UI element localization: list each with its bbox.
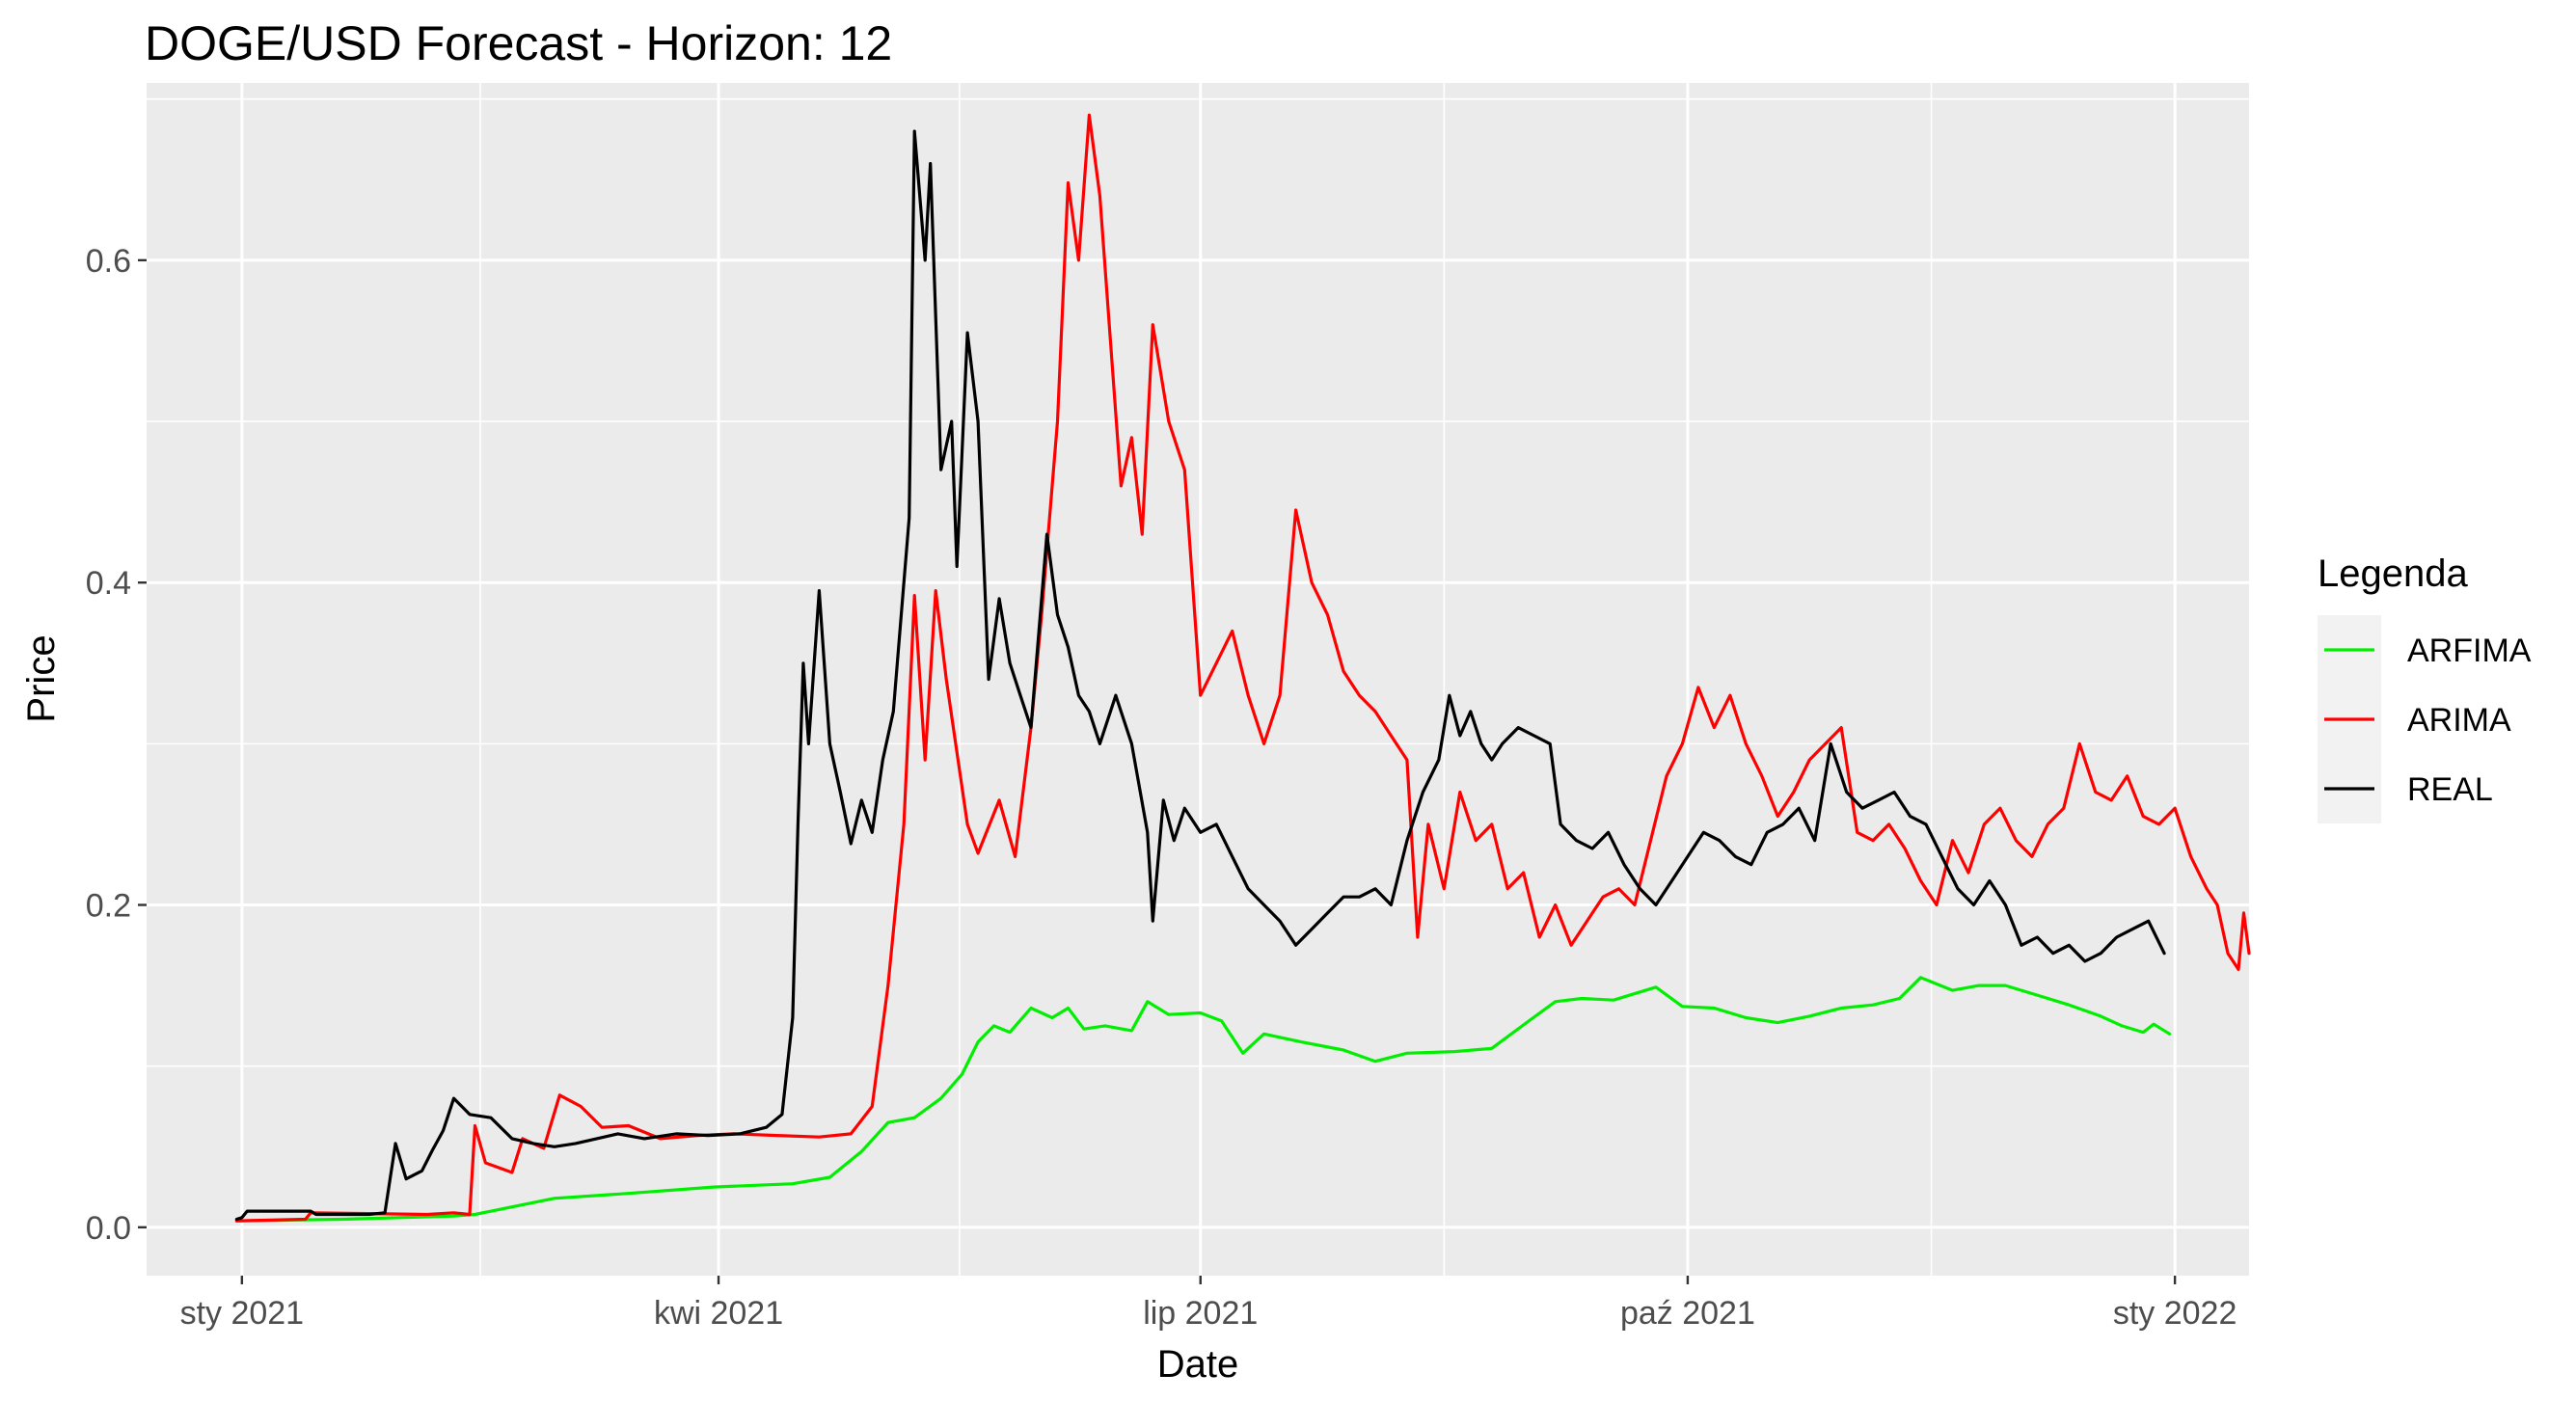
- y-axis: 0.0 0.2 0.4 0.6: [86, 243, 147, 1247]
- x-axis: sty 2021 kwi 2021 lip 2021 paź 2021 sty 2022: [180, 1276, 2237, 1332]
- chart-title: DOGE/USD Forecast - Horizon: 12: [145, 16, 892, 70]
- series-line-real: [234, 129, 2166, 1222]
- series-line-arima: [234, 113, 2251, 1223]
- y-tick-label: 0.0: [86, 1210, 131, 1247]
- legend: Legenda ARFIMA ARIMA REAL: [2318, 552, 2532, 823]
- series-lines: [234, 113, 2251, 1223]
- y-tick-label: 0.6: [86, 243, 131, 280]
- y-tick-label: 0.2: [86, 888, 131, 925]
- y-axis-title: Price: [20, 634, 63, 722]
- x-tick-label: sty 2022: [2113, 1295, 2237, 1332]
- legend-label-real: REAL: [2407, 771, 2493, 808]
- x-tick-label: kwi 2021: [654, 1295, 783, 1332]
- x-tick-label: sty 2021: [180, 1295, 305, 1332]
- x-axis-title: Date: [1157, 1343, 1239, 1386]
- series-line-arfima: [234, 976, 2172, 1223]
- legend-title: Legenda: [2318, 552, 2468, 595]
- minor-gridlines: [147, 83, 2249, 1276]
- legend-label-arfima: ARFIMA: [2407, 633, 2532, 669]
- x-tick-label: paź 2021: [1620, 1295, 1755, 1332]
- y-tick-label: 0.4: [86, 565, 131, 602]
- x-tick-label: lip 2021: [1143, 1295, 1258, 1332]
- legend-label-arima: ARIMA: [2407, 702, 2511, 739]
